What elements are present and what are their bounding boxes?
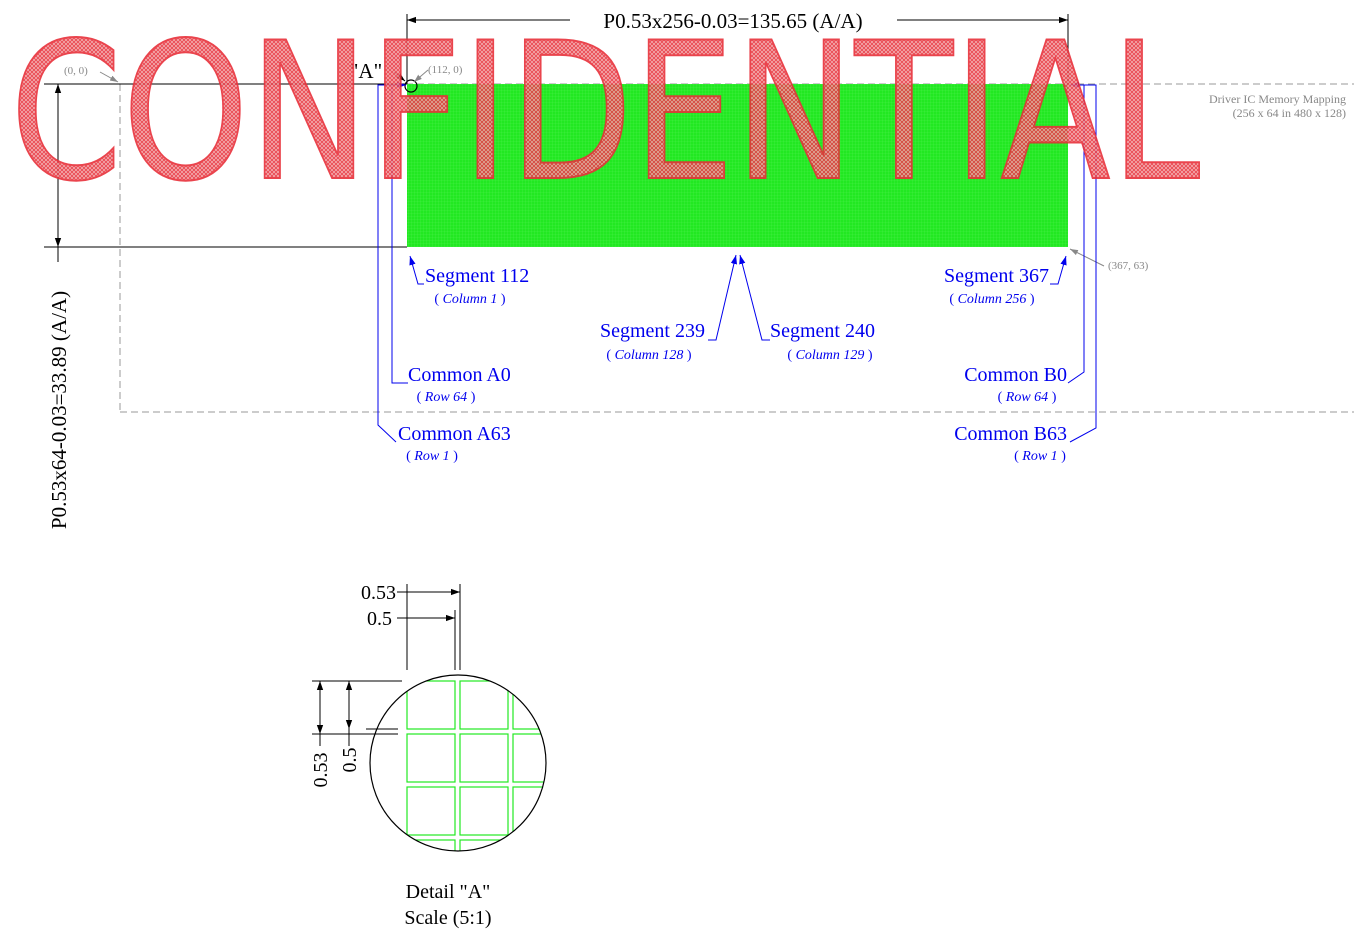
detail-scale: Scale (5:1) [404, 907, 491, 929]
detail-pixel-h-label: 0.5 [367, 608, 392, 630]
common-b0-label: Common B0 [964, 364, 1067, 386]
segment-239-column: ( Column 128 ) [606, 348, 692, 363]
detail-pitch-v-label: 0.53 [310, 753, 332, 788]
detail-marker-arrow [393, 71, 406, 82]
bottom-right-coordinate-leader [1069, 248, 1105, 267]
origin-coordinate-leader [99, 71, 119, 83]
detail-pixel-v-label: 0.5 [339, 748, 361, 773]
common-b63-row: ( Row 1 ) [1014, 449, 1066, 464]
common-a63-row: ( Row 1 ) [406, 449, 458, 464]
segment-367-label: Segment 367 [944, 265, 1049, 287]
active-display-area [407, 84, 1068, 247]
memory-mapping-title: Driver IC Memory Mapping [1209, 92, 1346, 106]
detail-vertical-dims [312, 680, 402, 746]
segment-leaders [409, 254, 1067, 341]
detail-circle [369, 674, 547, 852]
height-dimension-label: P0.53x64-0.03=33.89 (A/A) [47, 291, 71, 529]
common-a63-label: Common A63 [398, 423, 511, 445]
segment-112-label: Segment 112 [425, 265, 529, 287]
top-left-coordinate-leader [413, 69, 429, 83]
detail-a: 0.53 0.5 0.53 0.5 Detail "A" Scale (5:1) [310, 582, 547, 929]
common-leaders [377, 81, 1097, 443]
watermark-text: CONFIDENTIAL [10, 2, 1200, 223]
origin-coordinate: (0, 0) [64, 65, 88, 77]
detail-pitch-h-label: 0.53 [361, 582, 396, 604]
common-b63-label: Common B63 [954, 423, 1067, 445]
bottom-right-coordinate: (367, 63) [1108, 260, 1149, 272]
confidential-watermark: CONFIDENTIAL [9, 1, 1201, 224]
segment-240-column: ( Column 129 ) [787, 348, 873, 363]
segment-239-label: Segment 239 [600, 320, 705, 342]
width-dimension-label: P0.53x256-0.03=135.65 (A/A) [603, 9, 862, 33]
segment-240-label: Segment 240 [770, 320, 875, 342]
common-a0-label: Common A0 [408, 364, 511, 386]
detail-title: Detail "A" [406, 881, 491, 903]
width-dimension [406, 14, 1069, 84]
memory-mapping-subtitle: (256 x 64 in 480 x 128) [1233, 106, 1346, 120]
detail-pixel-grid [370, 676, 546, 851]
detail-horizontal-dims [397, 584, 461, 670]
common-a0-row: ( Row 64 ) [417, 390, 476, 405]
segment-367-column: ( Column 256 ) [949, 292, 1035, 307]
common-b0-row: ( Row 64 ) [998, 390, 1057, 405]
top-left-coordinate: (112, 0) [428, 64, 463, 76]
detail-marker-label: "A" [350, 59, 382, 83]
height-dimension [44, 83, 407, 262]
segment-112-column: ( Column 1 ) [434, 292, 506, 307]
